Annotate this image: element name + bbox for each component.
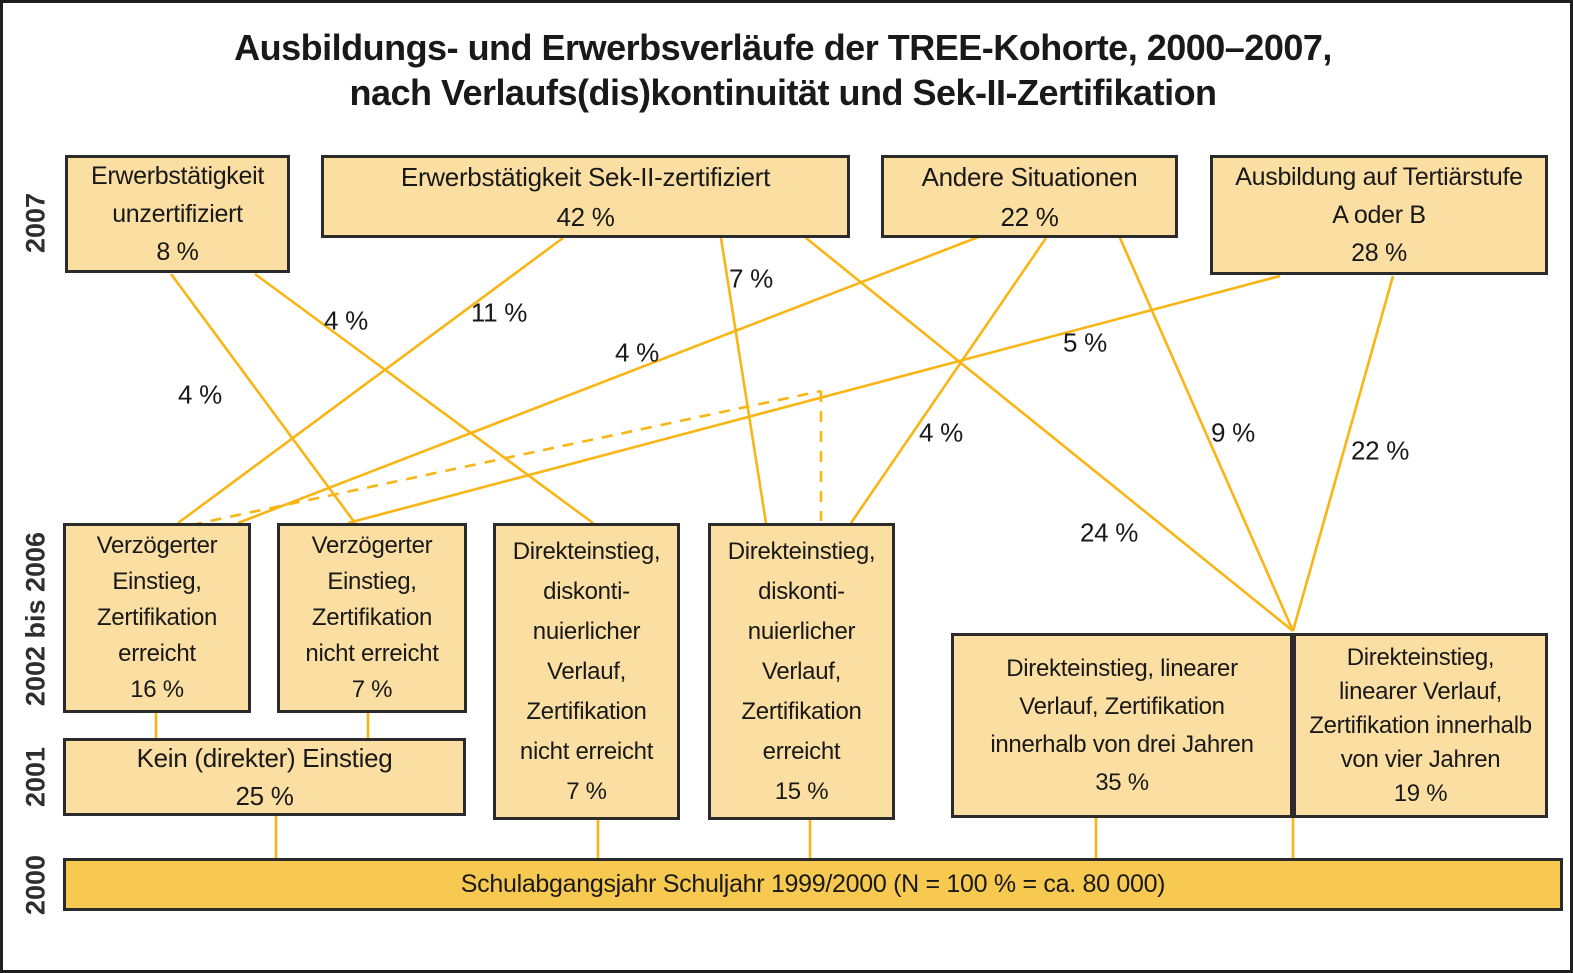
box-verzoegerter-einstieg-nicht-erreicht: Verzögerter Einstieg, Zertifikation nich… <box>277 523 467 713</box>
flow-line-andere-to-direkt-disk-erreicht <box>849 237 1048 524</box>
year-label-2002-2006: 2002 bis 2006 <box>20 531 51 707</box>
box-direkteinstieg-linear-drei-jahre: Direkteinstieg, linearer Verlauf, Zertif… <box>951 633 1293 818</box>
box-kein-direkter-einstieg: Kein (direkter) Einstieg 25 % <box>63 738 466 816</box>
flow-line-verz-erreicht-to-andere <box>237 234 982 525</box>
box-direkteinstieg-diskontinuierlich-nicht-erreicht: Direkteinstieg, diskonti- nuierlicher Ve… <box>493 523 680 820</box>
flow-line-tertiaer-to-direkt-linear <box>1291 275 1395 632</box>
year-label-2001: 2001 <box>20 746 51 808</box>
flow-line-erwerb-zert-to-verz-erreicht <box>177 236 564 525</box>
box-ausbildung-tertiaerstufe: Ausbildung auf Tertiärstufe A oder B 28 … <box>1210 155 1548 275</box>
flow-line-erwerb-unzert-to-verz-nicht-erreicht <box>169 273 357 524</box>
box-andere-situationen: Andere Situationen 22 % <box>881 155 1178 238</box>
year-label-2007: 2007 <box>20 192 51 254</box>
bar-schulabgangsjahr: Schulabgangsjahr Schuljahr 1999/2000 (N … <box>63 858 1563 911</box>
year-label-2000: 2000 <box>20 854 51 916</box>
box-erwerbstaetigkeit-unzertifiziert: Erwerbstätigkeit unzertifiziert 8 % <box>65 155 290 273</box>
box-direkteinstieg-diskontinuierlich-erreicht: Direkteinstieg, diskonti- nuierlicher Ve… <box>708 523 895 820</box>
flow-lines-layer <box>154 234 1395 858</box>
diagram-title: Ausbildungs- und Erwerbsverläufe der TRE… <box>234 27 1332 113</box>
flow-line-erwerb-zert-to-direkt-disk-erreicht <box>719 237 768 524</box>
box-direkteinstieg-linear-vier-jahre: Direkteinstieg, linearer Verlauf, Zertif… <box>1293 633 1548 818</box>
box-erwerbstaetigkeit-sek2-zertifiziert: Erwerbstätigkeit Sek-II-zertifiziert 42 … <box>321 155 850 238</box>
flow-line-erwerb-unzert-to-direkt-disk-nicht <box>254 272 594 525</box>
flow-line-andere-to-direkt-linear <box>1118 237 1295 632</box>
flow-line-verz-nicht-erreicht-to-tertiaer <box>347 274 1281 525</box>
dashed-connector-segment-0 <box>190 389 822 527</box>
box-verzoegerter-einstieg-erreicht: Verzögerter Einstieg, Zertifikation erre… <box>63 523 251 713</box>
flow-line-erwerb-zert-to-direkt-linear <box>805 236 1294 633</box>
